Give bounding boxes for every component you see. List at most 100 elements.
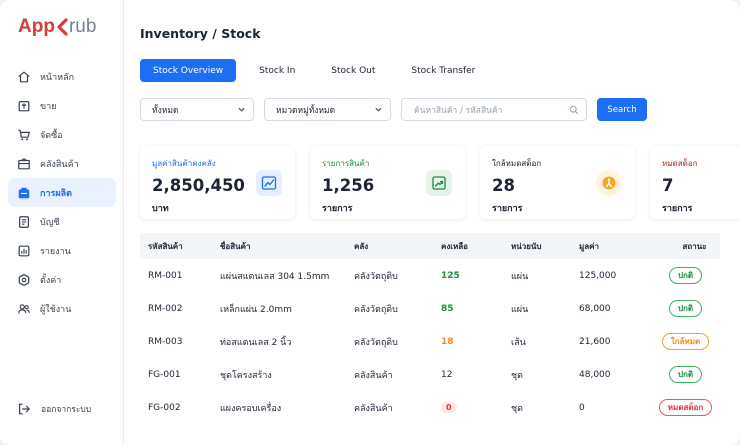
status-badge: ปกติ [668, 267, 703, 284]
cell-unit: ชุด [511, 403, 523, 414]
cell-unit: แผ่น [511, 304, 529, 315]
growth-icon [426, 170, 452, 196]
cell-name: ท่อสแตนเลส 2 นิ้ว [220, 337, 292, 348]
cell-code: RM-003 [148, 336, 183, 347]
brand-k-mark-icon [57, 18, 68, 36]
card-out-of-stock: หมดสต็อก 7 รายการ [650, 146, 740, 219]
card-value: 28 [492, 176, 515, 195]
sidebar-item-label: คลังสินค้า [40, 159, 79, 170]
tab-stock-transfer[interactable]: Stock Transfer [411, 65, 476, 76]
sidebar-item-label: จัดซื้อ [40, 130, 63, 141]
table-row[interactable]: RM-002 เหล็กแผ่น 2.0mm คลังวัตถุดิบ 85 แ… [140, 292, 720, 325]
sidebar-item-label: รายงาน [40, 246, 71, 257]
logout-label: ออกจากระบบ [41, 405, 92, 415]
warehouse-icon [17, 157, 31, 171]
sidebar-item-accounting[interactable]: บัญชี [8, 207, 116, 236]
users-icon [17, 302, 31, 316]
filter-all-value: ทั้งหมด [152, 105, 179, 116]
logout-button[interactable]: ออกจากระบบ [17, 402, 91, 416]
card-inventory-value: มูลค่าสินค้าคงคลัง 2,850,450 บาท [140, 146, 295, 219]
sidebar-item-home[interactable]: หน้าหลัก [8, 62, 116, 91]
cell-qty: 0 [441, 401, 457, 413]
card-item-count: รายการสินค้า 1,256 รายการ [310, 146, 465, 219]
cell-value: 68,000 [579, 303, 611, 314]
col-header-value: มูลค่า [579, 241, 600, 251]
sidebar-item-label: ตั้งค่า [40, 275, 62, 286]
card-unit: บาท [152, 203, 169, 214]
cell-name: เหล็กแผ่น 2.0mm [220, 304, 292, 315]
cell-code: RM-002 [148, 303, 183, 314]
cell-warehouse: คลังวัตถุดิบ [354, 271, 398, 282]
sidebar-item-label: ผู้ใช้งาน [40, 304, 72, 315]
sidebar-item-reports[interactable]: รายงาน [8, 236, 116, 265]
logout-icon [17, 402, 31, 416]
status-badge: หมดสต็อก [658, 399, 713, 416]
cell-qty: 12 [441, 369, 453, 380]
warning-icon [596, 170, 622, 196]
sidebar-item-sales[interactable]: ขาย [8, 91, 116, 120]
table-row[interactable]: FG-002 แผงครอบเครื่อง คลังสินค้า 0 ชุด 0… [140, 391, 720, 424]
cell-qty: 18 [441, 336, 454, 347]
home-icon [17, 70, 31, 84]
chart-trend-icon [256, 170, 282, 196]
cell-unit: แผ่น [511, 271, 529, 282]
chevron-down-icon [238, 107, 245, 112]
cart-icon [17, 128, 31, 142]
report-icon [17, 244, 31, 258]
search-button[interactable]: Search [597, 98, 647, 121]
sidebar-item-label: หน้าหลัก [40, 72, 75, 83]
card-label: มูลค่าสินค้าคงคลัง [152, 159, 216, 168]
factory-icon [17, 186, 31, 200]
stock-table: รหัสสินค้า ชื่อสินค้า คลัง คงเหลือ หน่วย… [140, 233, 720, 424]
col-header-code: รหัสสินค้า [148, 241, 183, 251]
col-header-unit: หน่วยนับ [511, 241, 542, 251]
sidebar-item-users[interactable]: ผู้ใช้งาน [8, 294, 116, 323]
sidebar-item-label: การผลิต [40, 188, 72, 199]
cell-value: 0 [579, 402, 585, 413]
cell-name: ชุดโครงสร้าง [220, 370, 272, 381]
col-header-qty: คงเหลือ [441, 241, 468, 251]
search-input[interactable]: ค้นหาสินค้า / รหัสสินค้า [401, 98, 587, 121]
main-content: Inventory / Stock Stock Overview Stock I… [124, 0, 740, 445]
tab-bar: Stock Overview Stock In Stock Out Stock … [140, 59, 498, 82]
card-value: 7 [662, 176, 674, 195]
cell-warehouse: คลังวัตถุดิบ [354, 337, 398, 348]
sidebar-item-production[interactable]: การผลิต [8, 178, 116, 207]
tab-stock-overview[interactable]: Stock Overview [140, 59, 237, 82]
cell-warehouse: คลังสินค้า [354, 370, 393, 381]
col-header-warehouse: คลัง [354, 241, 369, 251]
card-label: รายการสินค้า [322, 159, 370, 168]
cell-qty: 125 [441, 270, 460, 281]
sidebar-item-warehouse[interactable]: คลังสินค้า [8, 149, 116, 178]
search-icon [569, 105, 579, 114]
table-row[interactable]: FG-001 ชุดโครงสร้าง คลังสินค้า 12 ชุด 48… [140, 358, 720, 391]
cell-warehouse: คลังวัตถุดิบ [354, 304, 398, 315]
cell-name: แผงครอบเครื่อง [220, 403, 282, 414]
card-value: 1,256 [322, 176, 375, 195]
chevron-down-icon [375, 107, 382, 112]
table-row[interactable]: RM-003 ท่อสแตนเลส 2 นิ้ว คลังวัตถุดิบ 18… [140, 325, 720, 358]
table-row[interactable]: RM-001 แผ่นสแตนเลส 304 1.5mm คลังวัตถุดิ… [140, 259, 720, 292]
search-placeholder: ค้นหาสินค้า / รหัสสินค้า [414, 105, 503, 116]
brand-logo: App rub [18, 16, 96, 38]
tab-stock-in[interactable]: Stock In [259, 65, 296, 76]
card-unit: รายการ [662, 203, 693, 214]
card-value: 2,850,450 [152, 176, 245, 195]
gear-icon [17, 273, 31, 287]
cell-warehouse: คลังสินค้า [354, 403, 393, 414]
sidebar-item-purchase[interactable]: จัดซื้อ [8, 120, 116, 149]
cell-code: FG-002 [148, 402, 181, 413]
card-unit: รายการ [322, 203, 353, 214]
tab-stock-out[interactable]: Stock Out [331, 65, 376, 76]
card-low-stock: ใกล้หมดสต็อก 28 รายการ [480, 146, 635, 219]
filter-all-select[interactable]: ทั้งหมด [140, 98, 254, 121]
cell-qty: 85 [441, 303, 454, 314]
col-header-status: สถานะ [682, 241, 707, 251]
cell-code: RM-001 [148, 270, 183, 281]
card-label: หมดสต็อก [662, 159, 698, 168]
sidebar-item-settings[interactable]: ตั้งค่า [8, 265, 116, 294]
col-header-name: ชื่อสินค้า [220, 241, 251, 251]
category-select[interactable]: หมวดหมู่ทั้งหมด [264, 98, 391, 121]
brand-part2: rub [68, 16, 97, 37]
